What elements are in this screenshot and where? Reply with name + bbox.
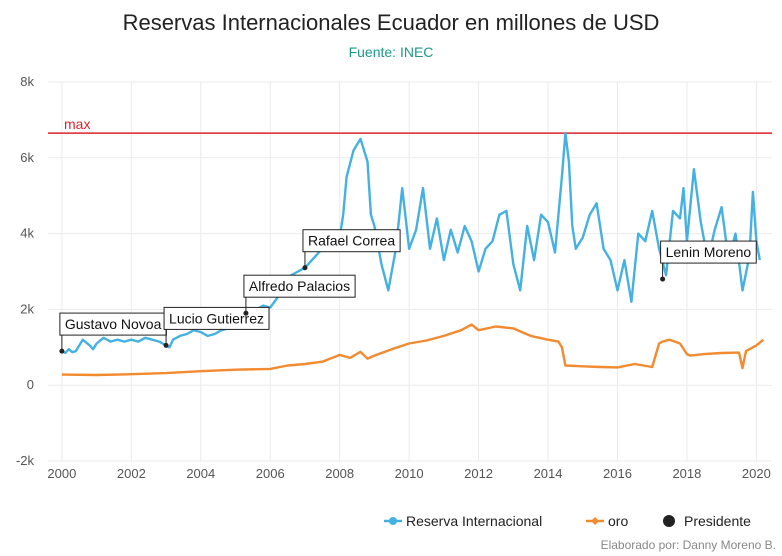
chart-subtitle: Fuente: INEC [349, 44, 434, 60]
max-line-label: max [64, 116, 90, 132]
x-tick-label: 2008 [325, 466, 354, 481]
x-axis-ticks: 2000 2002 2004 2006 2008 2010 2012 2014 2016 2018… [47, 466, 770, 481]
president-label: Lenin Moreno [666, 244, 752, 260]
legend-oro-marker [591, 517, 599, 525]
y-tick-label: 2k [20, 301, 34, 316]
president-label-box [243, 274, 356, 298]
y-tick-label: 0 [27, 377, 34, 392]
president-annotation: Gustavo Novoa [59, 312, 167, 354]
president-point [243, 310, 249, 316]
president-annotation: Lenin Moreno [660, 240, 757, 282]
legend-presidente-label: Presidente [684, 513, 751, 529]
president-label-box [163, 306, 270, 330]
x-tick-label: 2018 [672, 466, 701, 481]
president-label: Rafael Correa [308, 233, 395, 249]
president-label-box [660, 240, 757, 264]
legend-reserva-label: Reserva Internacional [406, 513, 542, 529]
legend[interactable]: Reserva Internacional oro Presidente [384, 513, 751, 529]
legend-reserva-marker [389, 517, 397, 525]
president-point [163, 342, 169, 348]
president-label: Lucio Gutierrez [169, 310, 264, 326]
president-annotations: Gustavo Novoa Lucio Gutierrez Alfredo Pala… [59, 229, 757, 354]
legend-presidente-marker [663, 515, 675, 527]
x-tick-label: 2020 [742, 466, 771, 481]
president-point [660, 276, 666, 282]
grid-lines [48, 81, 772, 462]
x-tick-label: 2012 [464, 466, 493, 481]
y-tick-label: -2k [16, 453, 35, 468]
president-label-box [302, 229, 401, 253]
x-tick-label: 2002 [117, 466, 146, 481]
y-axis-ticks: -2k 0 2k 4k 6k 8k [16, 74, 35, 468]
president-point [302, 265, 308, 271]
max-reference-line: max [48, 116, 772, 134]
president-label: Gustavo Novoa [65, 316, 162, 332]
president-annotation: Lucio Gutierrez [163, 306, 270, 348]
x-tick-label: 2004 [186, 466, 215, 481]
y-tick-label: 6k [20, 150, 34, 165]
reserva-internacional-line [61, 132, 761, 355]
credit-text: Elaborado por: Danny Moreno B. [601, 538, 776, 552]
legend-oro-label: oro [608, 513, 628, 529]
president-label: Alfredo Palacios [249, 278, 350, 294]
x-tick-label: 2014 [534, 466, 563, 481]
oro-line [61, 323, 765, 377]
y-tick-label: 4k [20, 226, 34, 241]
chart-title: Reservas Internacionales Ecuador en mill… [123, 10, 660, 35]
series-lines [61, 132, 765, 377]
x-tick-label: 2016 [603, 466, 632, 481]
x-tick-label: 2000 [47, 466, 76, 481]
president-annotation: Alfredo Palacios [243, 274, 356, 316]
y-tick-label: 8k [20, 74, 34, 89]
president-annotation: Rafael Correa [302, 229, 401, 271]
president-point [59, 348, 65, 354]
x-tick-label: 2006 [256, 466, 285, 481]
x-tick-label: 2010 [395, 466, 424, 481]
